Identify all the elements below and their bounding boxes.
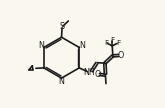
Text: NH: NH xyxy=(83,68,95,77)
Text: O: O xyxy=(117,51,124,60)
Text: S: S xyxy=(60,22,65,31)
Text: N: N xyxy=(38,41,44,50)
Text: F: F xyxy=(104,40,109,46)
Text: N: N xyxy=(59,77,65,86)
Text: F: F xyxy=(116,40,120,46)
Text: O: O xyxy=(94,70,101,79)
Text: N: N xyxy=(79,41,85,50)
Text: F: F xyxy=(110,37,114,43)
